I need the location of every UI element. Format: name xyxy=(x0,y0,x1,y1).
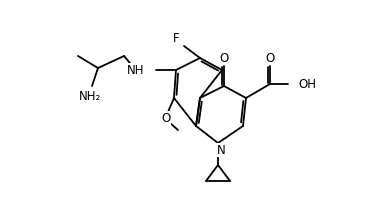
Text: O: O xyxy=(265,52,275,64)
Text: NH₂: NH₂ xyxy=(79,89,101,103)
Text: NH: NH xyxy=(127,63,144,77)
Text: N: N xyxy=(217,144,225,156)
Text: O: O xyxy=(219,52,229,64)
Text: O: O xyxy=(162,111,171,125)
Text: OH: OH xyxy=(298,78,316,90)
Text: F: F xyxy=(173,31,179,45)
